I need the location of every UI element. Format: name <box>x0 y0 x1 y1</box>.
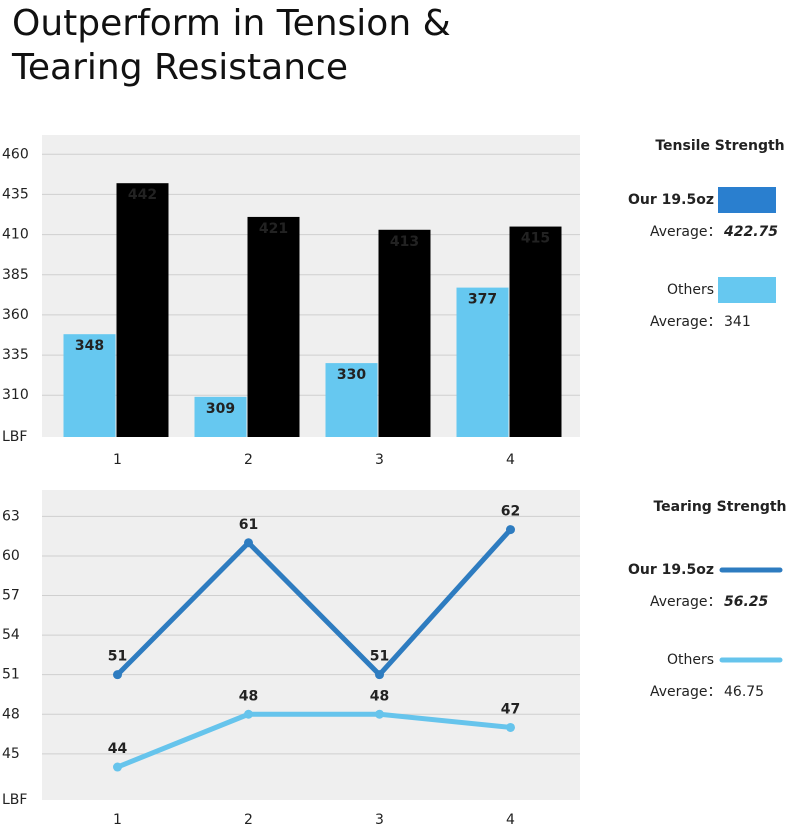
average-value: 46.75 <box>724 684 764 700</box>
x-tick-label: 1 <box>113 812 122 826</box>
y-tick-label: 51 <box>2 667 20 683</box>
point <box>506 722 515 732</box>
point <box>375 709 384 719</box>
page-title: Outperform in Tension & Tearing Resistan… <box>12 3 451 88</box>
average-label: Average： <box>650 224 722 240</box>
bar <box>116 183 169 437</box>
value-label: 47 <box>501 701 520 717</box>
legend-title: Tearing Strength <box>653 499 786 515</box>
y-tick-label: 360 <box>2 307 29 323</box>
average-label: Average： <box>650 314 722 330</box>
y-tick-label: 48 <box>2 706 20 722</box>
value-label: 330 <box>337 367 366 383</box>
bar <box>194 396 247 437</box>
x-tick-label: 2 <box>244 452 253 468</box>
value-label: 62 <box>501 504 520 520</box>
x-tick-label: 1 <box>113 452 122 468</box>
y-tick-label: 410 <box>2 227 29 243</box>
y-tick-label: 310 <box>2 387 29 403</box>
legend-label: Others <box>667 282 714 298</box>
x-tick-label: 2 <box>244 812 253 826</box>
y-tick-label: 57 <box>2 588 20 604</box>
legend-swatch <box>718 277 776 303</box>
y-tick-label: 63 <box>2 508 20 524</box>
legend-swatch <box>718 187 776 213</box>
value-label: 44 <box>108 741 128 757</box>
value-label: 48 <box>239 688 258 704</box>
x-tick-label: 3 <box>375 812 384 826</box>
value-label: 51 <box>370 649 389 665</box>
bar <box>63 334 116 437</box>
bar <box>247 216 300 437</box>
average-value: 422.75 <box>723 224 778 240</box>
point <box>244 709 253 719</box>
point <box>506 525 515 535</box>
point <box>244 538 253 548</box>
bar <box>456 287 509 437</box>
legend-label: Our 19.5oz <box>628 562 714 578</box>
value-label: 61 <box>239 517 258 533</box>
line <box>115 527 513 678</box>
value-label: 377 <box>468 292 497 308</box>
plot-background <box>42 490 580 800</box>
y-tick-label: 335 <box>2 347 29 363</box>
average-label: Average： <box>650 684 722 700</box>
x-tick-label: 4 <box>506 452 515 468</box>
bar <box>509 226 562 437</box>
value-label: 48 <box>370 688 389 704</box>
y-tick-label: 60 <box>2 548 20 564</box>
average-value: 341 <box>724 314 751 330</box>
point <box>375 670 384 680</box>
value-label: 442 <box>128 187 157 203</box>
line <box>116 711 511 770</box>
legend-label: Others <box>667 652 714 668</box>
average-value: 56.25 <box>724 594 769 610</box>
bar <box>378 229 431 437</box>
bar <box>325 363 378 437</box>
value-label: 309 <box>206 401 235 417</box>
value-label: 421 <box>259 221 288 237</box>
x-tick-label: 3 <box>375 452 384 468</box>
y-tick-label: 45 <box>2 746 20 762</box>
legend-label: Our 19.5oz <box>628 192 714 208</box>
point <box>113 762 122 772</box>
y-tick-label: 385 <box>2 267 29 283</box>
y-axis-label: LBF <box>2 792 27 808</box>
value-label: 415 <box>521 231 550 247</box>
legend-title: Tensile Strength <box>655 138 784 154</box>
y-axis-label: LBF <box>2 429 27 445</box>
value-label: 413 <box>390 234 419 250</box>
y-tick-label: 460 <box>2 146 29 162</box>
value-label: 348 <box>75 338 104 354</box>
y-tick-label: 54 <box>2 627 20 643</box>
x-tick-label: 4 <box>506 812 515 826</box>
value-label: 51 <box>108 649 127 665</box>
average-label: Average： <box>650 594 722 610</box>
point <box>113 670 122 680</box>
y-tick-label: 435 <box>2 186 29 202</box>
